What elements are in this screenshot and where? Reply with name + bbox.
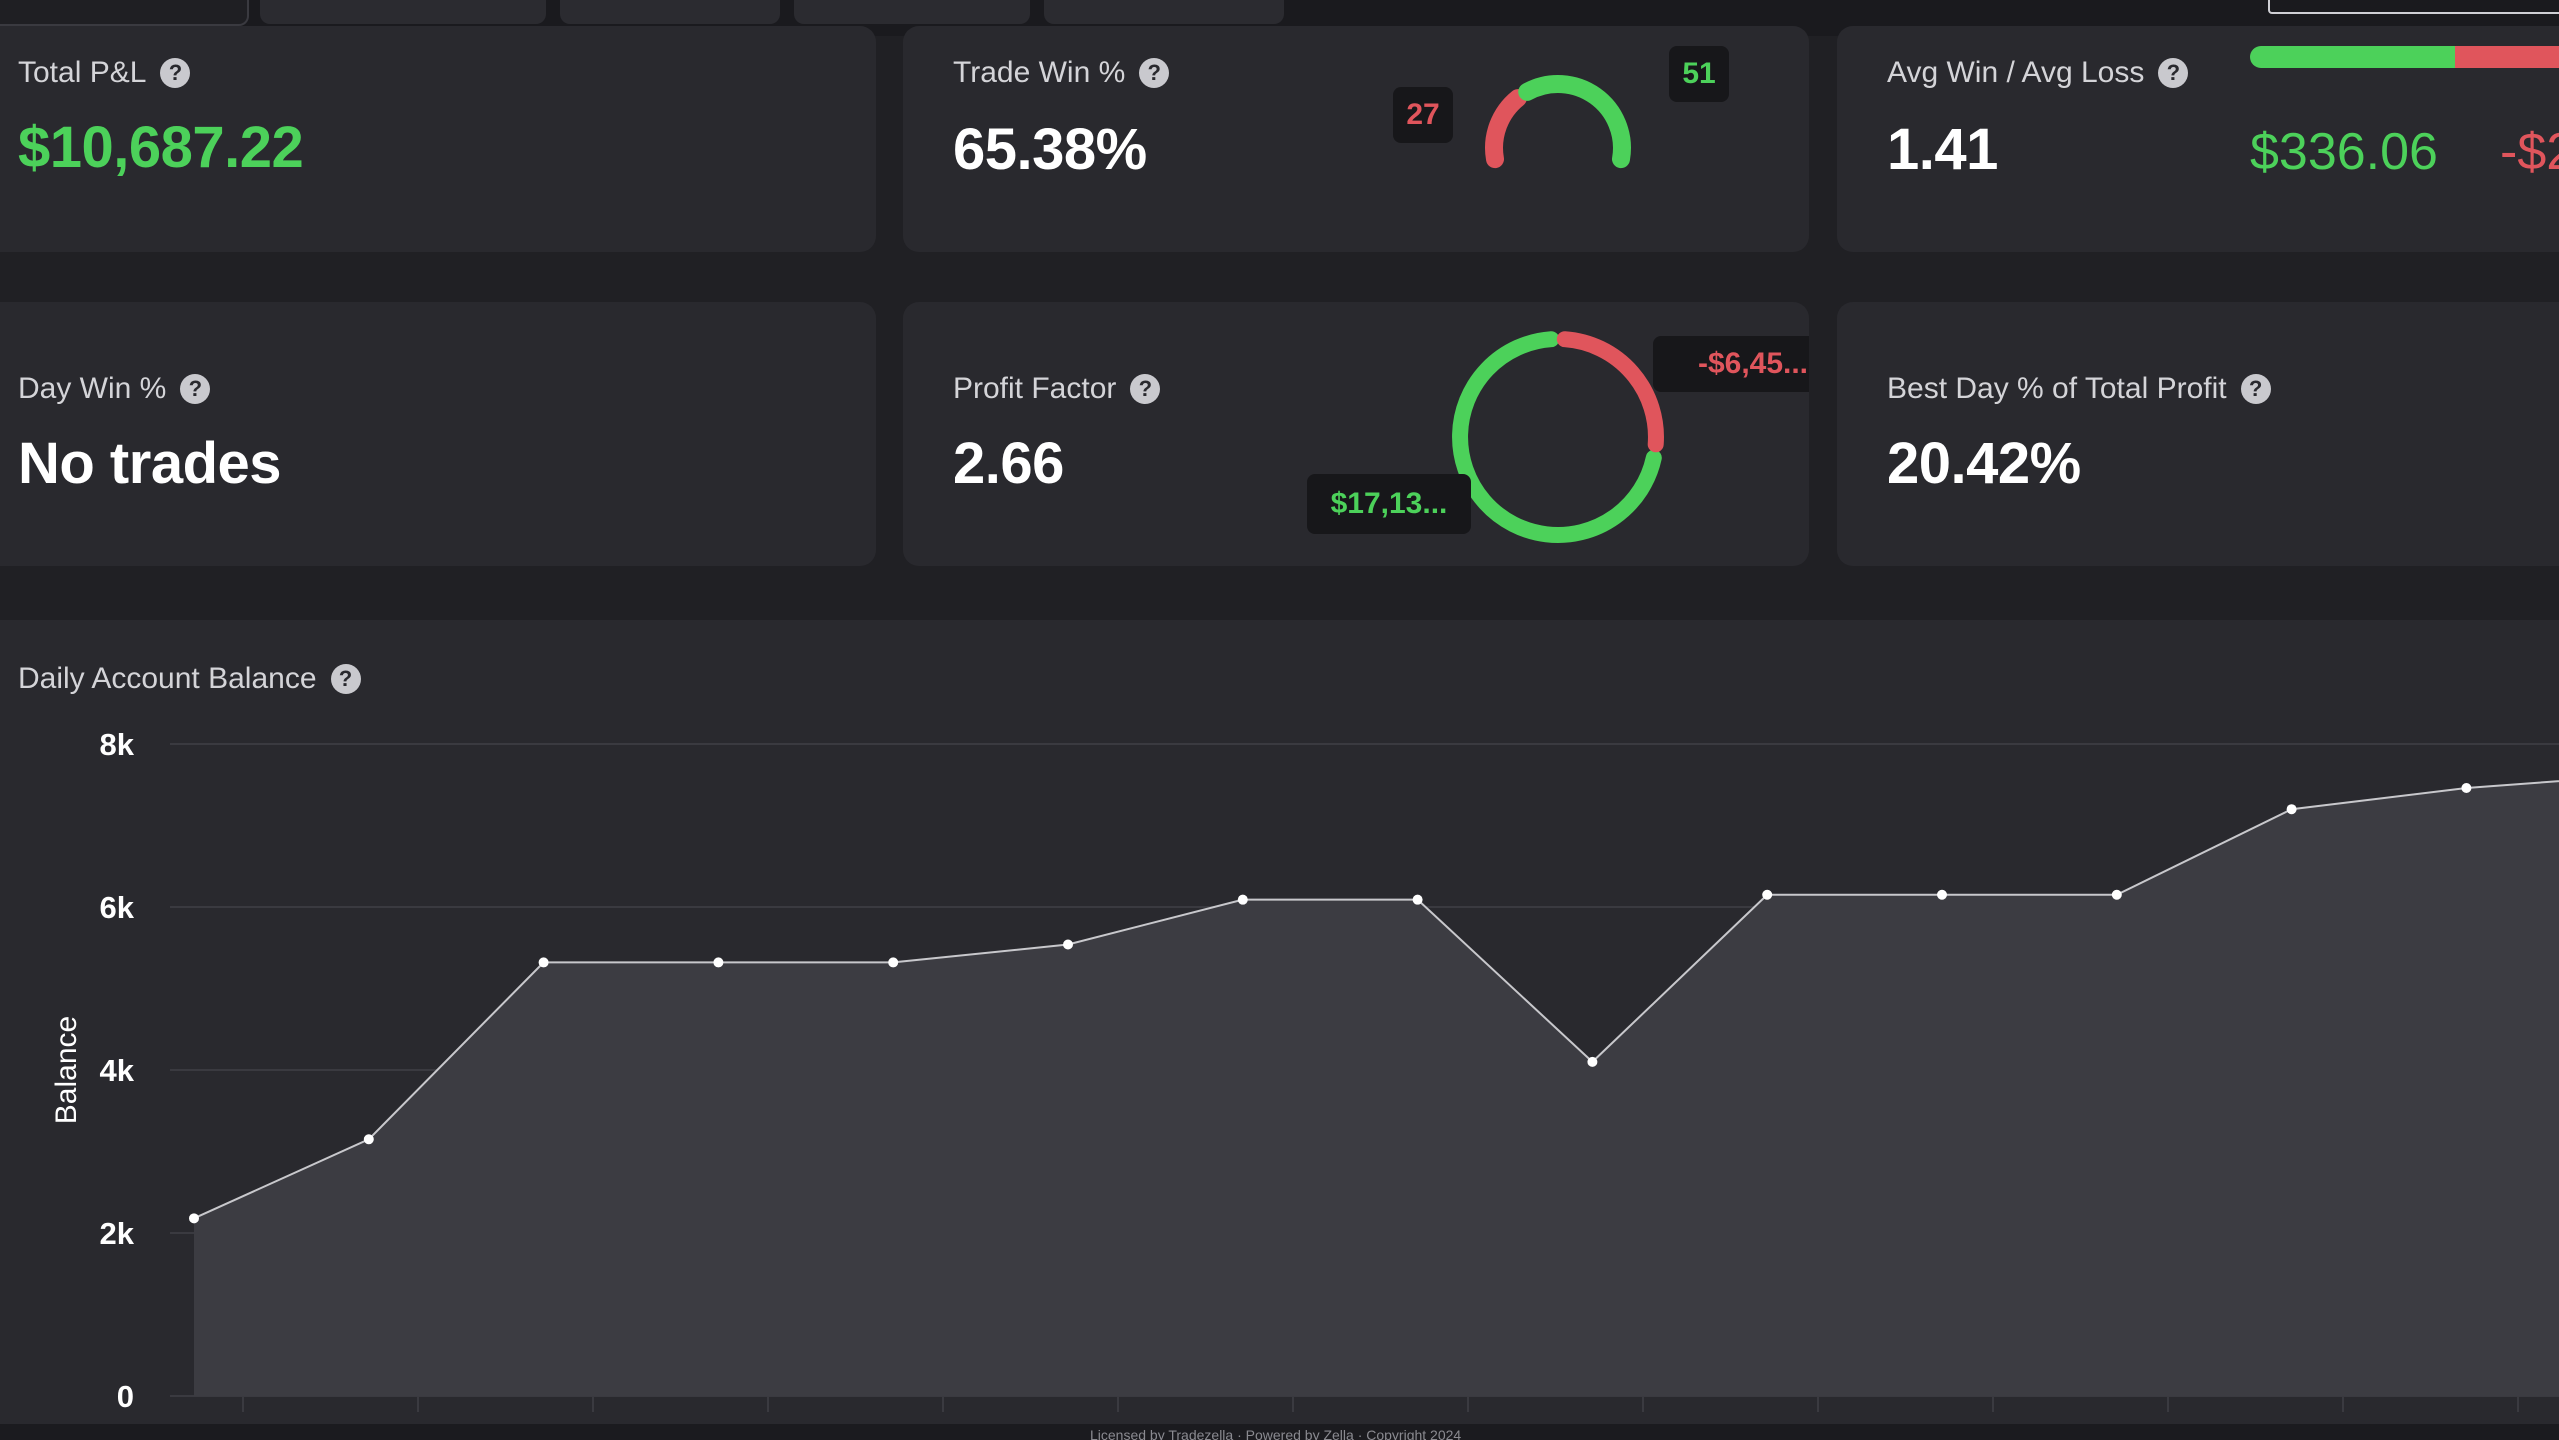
data-point[interactable] — [1237, 894, 1248, 905]
y-tick-labels: 0 2k 4k 6k 8k — [100, 727, 135, 1414]
tab-3[interactable] — [560, 0, 780, 24]
total-pnl-label: Total P&L — [18, 56, 147, 89]
total-pnl-value: $10,687.22 — [18, 115, 304, 180]
balance-area — [194, 781, 2559, 1396]
trade-win-count: 51 — [1669, 46, 1729, 102]
data-point[interactable] — [2111, 889, 2122, 900]
ring-loss-arc — [1556, 331, 1664, 453]
y-axis-label: Balance — [50, 1016, 83, 1124]
footer-text: Licensed by Tradezella · Powered by Zell… — [1090, 1427, 1462, 1440]
avg-win-bar-segment — [2250, 46, 2455, 68]
avg-win-amount: $336.06 — [2250, 123, 2438, 181]
data-point[interactable] — [538, 957, 549, 968]
profit-factor-label-row: Profit Factor ? — [953, 372, 1161, 406]
gross-loss-pill: -$6,45... — [1653, 336, 1809, 392]
y-tick-label: 0 — [117, 1379, 134, 1414]
trade-win-label-row: Trade Win % ? — [953, 56, 1170, 90]
card-best-day: Best Day % of Total Profit ? 20.42% — [1837, 302, 2559, 566]
avg-win-loss-value: 1.41 — [1887, 117, 1998, 182]
best-day-label: Best Day % of Total Profit — [1887, 372, 2227, 405]
chart-title-row: Daily Account Balance ? — [18, 662, 361, 696]
data-point[interactable] — [189, 1213, 199, 1224]
data-point[interactable] — [2286, 804, 2297, 815]
tab-2[interactable] — [260, 0, 546, 24]
avg-win-loss-bar — [2250, 46, 2559, 68]
profit-factor-value: 2.66 — [953, 431, 1064, 496]
y-tick-label: 4k — [100, 1053, 135, 1088]
trade-win-gauge — [1485, 75, 1631, 169]
trade-win-label: Trade Win % — [953, 56, 1126, 89]
help-icon[interactable]: ? — [2158, 58, 2189, 88]
card-trade-win: Trade Win % ? 65.38% 27 51 — [903, 26, 1809, 252]
day-win-value: No trades — [18, 431, 282, 496]
card-day-win: Day Win % ? No trades — [0, 302, 876, 566]
gross-profit-pill: $17,13... — [1307, 474, 1471, 534]
avg-win-loss-label: Avg Win / Avg Loss — [1887, 56, 2145, 89]
card-profit-factor: Profit Factor ? 2.66 -$6,45... $17,13... — [903, 302, 1809, 566]
gauge-loss-arc — [1485, 89, 1527, 169]
trade-win-value: 65.38% — [953, 117, 1147, 182]
data-point[interactable] — [2461, 783, 2472, 794]
ring-profit-arc — [1452, 331, 1662, 543]
card-avg-win-loss: Avg Win / Avg Loss ? 1.41 $336.06 -$2 — [1837, 26, 2559, 252]
help-icon[interactable]: ? — [180, 374, 211, 404]
data-points — [189, 783, 2472, 1224]
day-win-label: Day Win % — [18, 372, 167, 405]
data-point[interactable] — [363, 1134, 374, 1145]
data-point[interactable] — [1063, 939, 1073, 950]
gauge-win-arc — [1518, 75, 1631, 169]
data-point[interactable] — [1587, 1056, 1598, 1067]
profit-factor-ring — [1452, 331, 1664, 543]
help-icon[interactable]: ? — [330, 664, 361, 694]
help-icon[interactable]: ? — [1130, 374, 1161, 404]
tab-1[interactable] — [0, 0, 249, 26]
data-point[interactable] — [1762, 889, 1773, 900]
day-win-label-row: Day Win % ? — [18, 372, 211, 406]
avg-loss-amount: -$2 — [2500, 123, 2559, 181]
footer-bar — [0, 1424, 2559, 1440]
balance-chart: 0 2k 4k 6k 8k Balance — [50, 727, 2559, 1414]
data-point[interactable] — [1412, 894, 1423, 905]
data-point[interactable] — [713, 957, 724, 968]
card-total-pnl: Total P&L ? $10,687.22 — [0, 26, 876, 252]
best-day-value: 20.42% — [1887, 431, 2081, 496]
tab-5[interactable] — [1044, 0, 1284, 24]
help-icon[interactable]: ? — [160, 58, 191, 88]
chart-title: Daily Account Balance — [18, 662, 317, 695]
best-day-label-row: Best Day % of Total Profit ? — [1887, 372, 2271, 406]
data-point[interactable] — [888, 957, 899, 968]
top-right-field[interactable] — [2268, 0, 2559, 14]
avg-win-loss-label-row: Avg Win / Avg Loss ? — [1887, 56, 2189, 90]
y-tick-label: 2k — [100, 1216, 135, 1251]
data-point[interactable] — [1937, 889, 1947, 900]
help-icon[interactable]: ? — [2240, 374, 2271, 404]
help-icon[interactable]: ? — [1139, 58, 1170, 88]
trade-loss-count: 27 — [1393, 87, 1453, 143]
profit-factor-label: Profit Factor — [953, 372, 1117, 405]
avg-loss-bar-segment — [2454, 46, 2559, 68]
tab-4[interactable] — [794, 0, 1030, 24]
x-tick-marks — [242, 1396, 2519, 1412]
total-pnl-label-row: Total P&L ? — [18, 56, 191, 90]
y-tick-label: 6k — [100, 890, 135, 925]
y-tick-label: 8k — [100, 727, 135, 762]
